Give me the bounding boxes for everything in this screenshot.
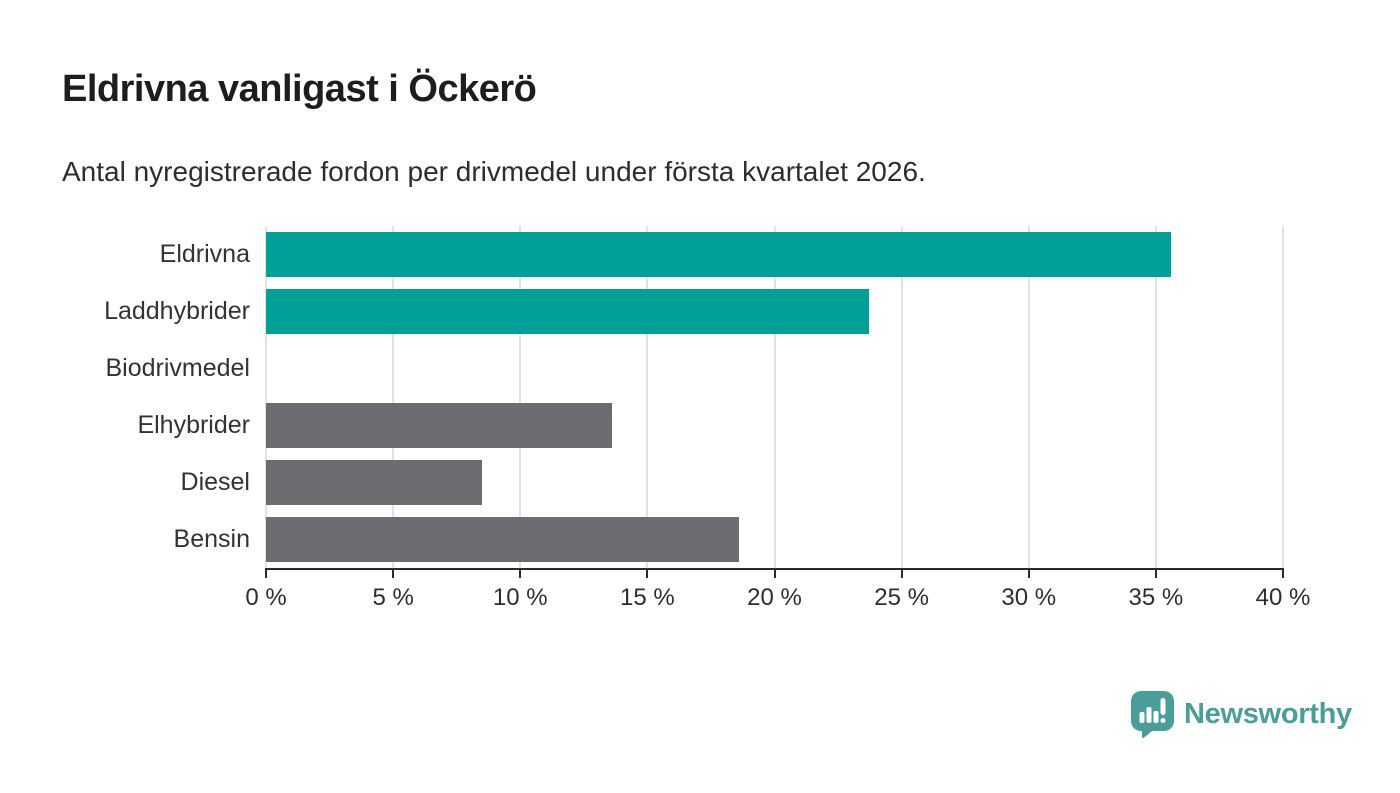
x-axis-tick: [646, 570, 649, 578]
gridline: [519, 226, 522, 568]
chart-title: Eldrivna vanligast i Öckerö: [62, 68, 537, 110]
bar-label: Eldrivna: [159, 240, 250, 268]
bar-row: Elhybrider: [137, 397, 1283, 454]
x-axis-tick-label: 0 %: [245, 584, 287, 611]
bar: [266, 460, 483, 505]
x-axis-tick-label: 40 %: [1255, 584, 1311, 611]
x-axis-tick-label: 15 %: [620, 584, 675, 611]
gridline: [773, 226, 776, 568]
x-axis-tick-label: 25 %: [874, 584, 929, 611]
bar: [266, 403, 612, 448]
gridline: [392, 226, 395, 568]
x-axis-tick: [900, 570, 903, 578]
gridline: [900, 226, 903, 568]
newsworthy-logo: Newsworthy: [1131, 690, 1352, 739]
bar-row: Bensin: [174, 511, 1283, 568]
gridline: [646, 226, 649, 568]
bar-label: Bensin: [173, 525, 250, 553]
bar-label: Laddhybrider: [104, 297, 250, 325]
x-axis-tick: [519, 570, 522, 578]
x-axis-tick: [1282, 570, 1284, 578]
x-axis-tick-label: 5 %: [372, 584, 414, 611]
newsworthy-logo-icon: [1131, 690, 1175, 739]
gridline: [265, 226, 267, 568]
x-axis-tick: [773, 570, 776, 578]
bar-label: Elhybrider: [137, 411, 250, 439]
x-axis-tick-label: 10 %: [492, 584, 548, 611]
x-axis-tick: [265, 570, 267, 578]
bar-row: Laddhybrider: [104, 283, 1283, 340]
bar-row: Biodrivmedel: [105, 340, 1283, 397]
x-axis-tick-label: 30 %: [1001, 584, 1057, 611]
x-axis-tick: [1154, 570, 1157, 578]
gridline: [1282, 226, 1284, 568]
chart-subtitle: Antal nyregistrerade fordon per drivmede…: [62, 156, 926, 187]
bar-row: Diesel: [181, 454, 1283, 511]
bar-label: Biodrivmedel: [105, 354, 250, 382]
x-axis-tick: [1027, 570, 1030, 578]
gridline: [1154, 226, 1157, 568]
x-axis-tick: [392, 570, 395, 578]
bar: [266, 232, 1172, 277]
plot-area: Eldrivna Laddhybrider Biodrivmedel Elhybrid…: [104, 226, 1284, 568]
bar: [266, 517, 739, 562]
x-axis-tick-label: 20 %: [747, 584, 802, 611]
newsworthy-logo-text: Newsworthy: [1184, 698, 1352, 730]
bar: [266, 289, 869, 334]
x-axis-line: [265, 568, 1284, 570]
x-axis-tick-label: 35 %: [1128, 584, 1184, 611]
bar-row: Eldrivna: [160, 226, 1283, 283]
gridline: [1027, 226, 1030, 568]
bar-label: Diesel: [180, 468, 250, 496]
